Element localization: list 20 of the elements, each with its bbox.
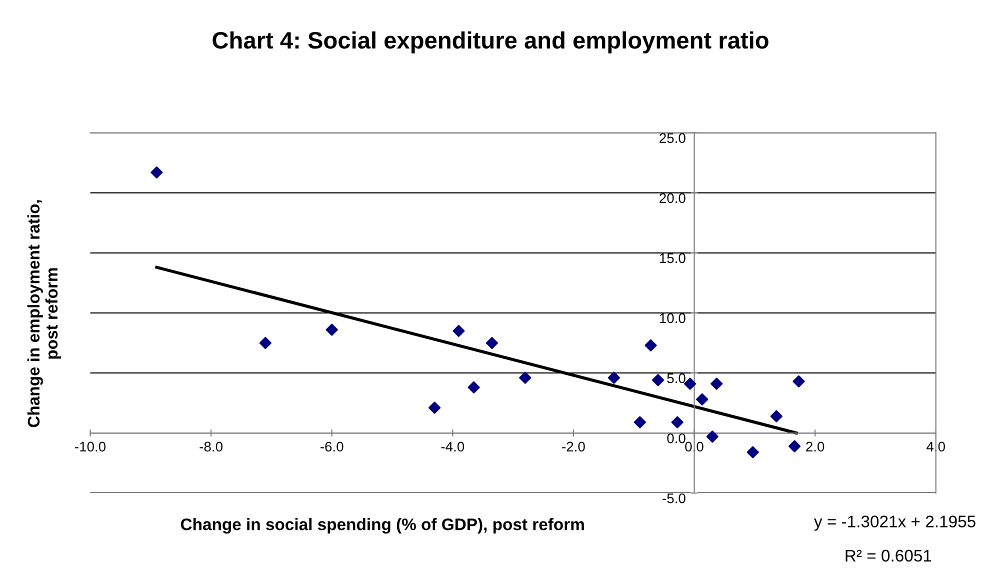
x-tick-label: 4.0 xyxy=(926,442,945,452)
y-tick-label: -5.0 xyxy=(662,493,686,504)
y-tick-label: 5.0 xyxy=(667,373,686,384)
x-tick-label: 0.0 xyxy=(685,442,704,452)
y-tick-label: 15.0 xyxy=(660,253,686,264)
y-tick-label: 0.0 xyxy=(667,433,686,444)
x-tick-label: -2.0 xyxy=(562,442,585,452)
x-tick-label: -8.0 xyxy=(200,442,222,452)
chart-title: Chart 4: Social expenditure and employment ratio xyxy=(212,31,768,54)
text: R² = 0.6051 xyxy=(846,550,932,562)
y-axis-title: Change in employment ratio, post reform xyxy=(27,200,61,428)
y-tick-label: 20.0 xyxy=(660,193,686,204)
x-tick-label: -6.0 xyxy=(320,442,344,452)
text: y = -1.3021x + 2.1955 xyxy=(814,516,976,531)
y-tick-label: 10.0 xyxy=(660,313,686,324)
x-tick-label: -10.0 xyxy=(75,442,106,452)
x-axis-title: Change in social spending (% of GDP), post reform xyxy=(180,518,584,534)
y-tick-label: 25.0 xyxy=(660,133,686,144)
x-tick-label: 2.0 xyxy=(806,442,824,452)
x-tick-label: -4.0 xyxy=(441,442,464,452)
